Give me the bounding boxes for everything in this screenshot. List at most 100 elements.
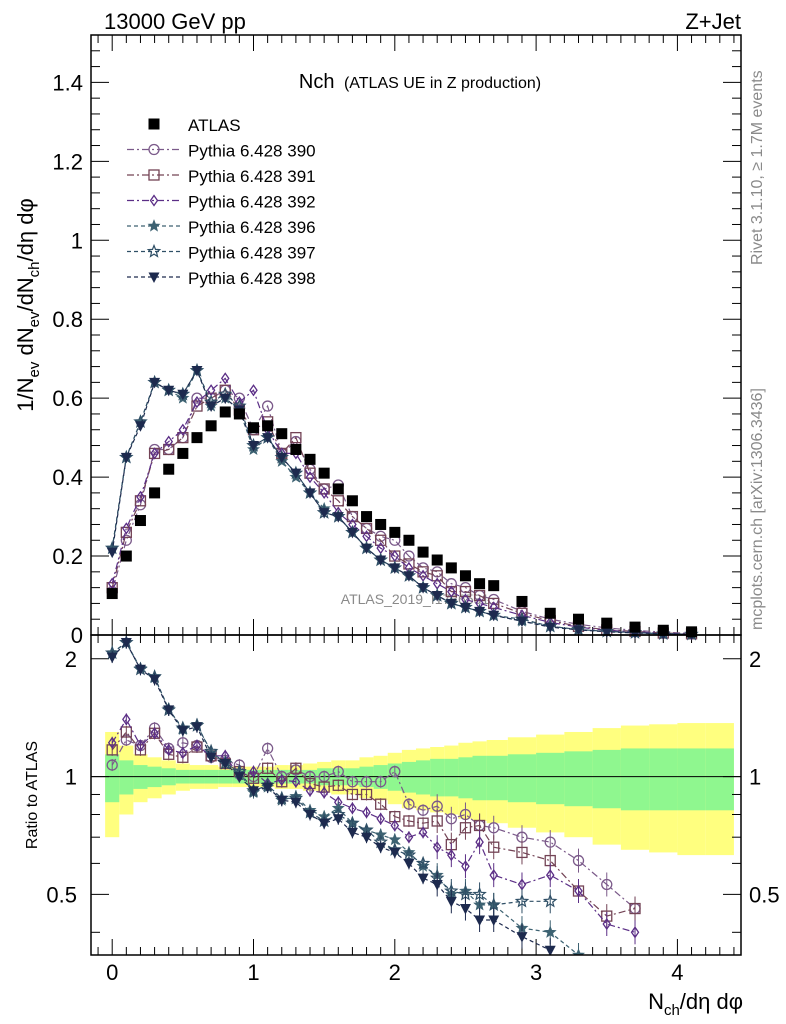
data-point <box>657 624 669 636</box>
series-point <box>417 583 429 594</box>
main-plot <box>104 362 699 641</box>
series-point <box>389 563 401 574</box>
data-point <box>106 588 118 600</box>
ratio-point <box>629 902 641 915</box>
legend-marker <box>148 169 160 181</box>
ratio-line-5 <box>111 641 551 906</box>
series-point <box>249 384 258 397</box>
ratio-point <box>248 786 259 797</box>
ratio-point <box>390 819 400 832</box>
ratio-point <box>447 848 456 862</box>
y-tick-label: 0.4 <box>52 465 83 490</box>
x-tick-label: 2 <box>389 960 401 985</box>
ratio-point <box>432 841 442 854</box>
ratio-point <box>164 743 174 757</box>
ratio-point <box>376 812 385 825</box>
band-inner-bin <box>677 748 706 811</box>
data-point <box>417 546 429 558</box>
x-tick-label: 4 <box>671 960 683 985</box>
ratio-point <box>332 779 344 791</box>
ratio-point <box>489 868 499 882</box>
series-line-1 <box>111 389 692 634</box>
ratio-point <box>417 873 429 885</box>
series-point <box>178 423 188 436</box>
ratio-plot <box>104 635 641 975</box>
ratio-point <box>486 897 501 912</box>
ratio-point <box>445 813 457 825</box>
data-point <box>445 562 457 574</box>
ratio-point <box>602 917 612 931</box>
series-point <box>149 377 161 389</box>
ratio-point <box>106 759 118 771</box>
band-inner-bin <box>486 755 508 801</box>
chart-subtitle: (ATLAS UE in Z production) <box>344 75 541 92</box>
series-point <box>305 470 315 484</box>
ratio-point <box>361 832 373 844</box>
band-inner-bin <box>536 752 565 805</box>
series-point <box>290 468 302 480</box>
series-point <box>276 452 288 464</box>
ratio-point <box>488 841 500 853</box>
series-point <box>220 372 230 385</box>
data-point <box>290 443 302 455</box>
mcplots-label: mcplots.cern.ch [arXiv:1306.3436] <box>749 388 766 630</box>
series-point <box>262 433 274 444</box>
ratio-point <box>403 815 415 827</box>
ratio-point <box>362 806 371 819</box>
data-point <box>163 463 175 475</box>
series-point <box>261 400 274 412</box>
data-point <box>474 578 486 590</box>
ratio-tick-label: 1 <box>65 765 77 790</box>
ratio-point <box>389 847 401 859</box>
ratio-point <box>601 964 612 975</box>
ratio-point <box>417 804 429 816</box>
ratio-point <box>205 752 217 764</box>
data-point <box>318 467 330 479</box>
legend-label: Pythia 6.428 390 <box>188 142 316 161</box>
ratio-point <box>574 884 583 898</box>
series-point <box>361 543 373 555</box>
ratio-point <box>120 638 132 649</box>
ratio-point <box>375 842 387 854</box>
ratio-point <box>445 896 457 908</box>
series-point <box>318 508 330 519</box>
series-point <box>164 435 174 448</box>
y-tick-label: 1.2 <box>52 149 83 174</box>
ratio-point <box>375 776 387 788</box>
data-point <box>346 495 358 507</box>
ratio-point <box>290 762 302 774</box>
band-inner-bin <box>119 760 134 795</box>
series-point <box>163 443 175 456</box>
legend-label: Pythia 6.428 392 <box>188 193 316 212</box>
ratio-tick-label-right: 0.5 <box>749 882 780 907</box>
series-point <box>150 447 159 460</box>
legend-marker <box>147 219 161 232</box>
ratio-point <box>544 836 556 848</box>
series-point <box>304 467 316 479</box>
ratio-point <box>219 758 231 770</box>
ratio-point <box>262 782 274 794</box>
band-inner-bin <box>416 760 431 795</box>
legend-label: Pythia 6.428 397 <box>188 244 316 263</box>
series-point <box>346 510 359 523</box>
data-point <box>544 607 556 619</box>
ratio-point <box>249 765 258 778</box>
ratio-point <box>348 802 357 815</box>
ratio-point <box>431 815 443 827</box>
ratio-point <box>488 915 500 927</box>
ratio-tick-label: 2 <box>65 647 77 672</box>
band-inner-bin <box>105 754 120 803</box>
series-point <box>120 452 132 464</box>
series-point <box>403 571 415 582</box>
series-point <box>488 610 500 622</box>
series-point <box>290 431 302 444</box>
series-point <box>431 591 443 602</box>
ratio-point <box>163 705 175 716</box>
legend-marker-atlas <box>148 118 160 130</box>
ratio-point <box>122 713 131 726</box>
legend: ATLAS Pythia 6.428 390 Pythia 6.428 391 Pyt… <box>127 116 316 288</box>
ratio-point <box>332 765 344 778</box>
ratio-point <box>488 822 500 834</box>
data-point <box>233 408 245 420</box>
frames <box>90 34 742 956</box>
